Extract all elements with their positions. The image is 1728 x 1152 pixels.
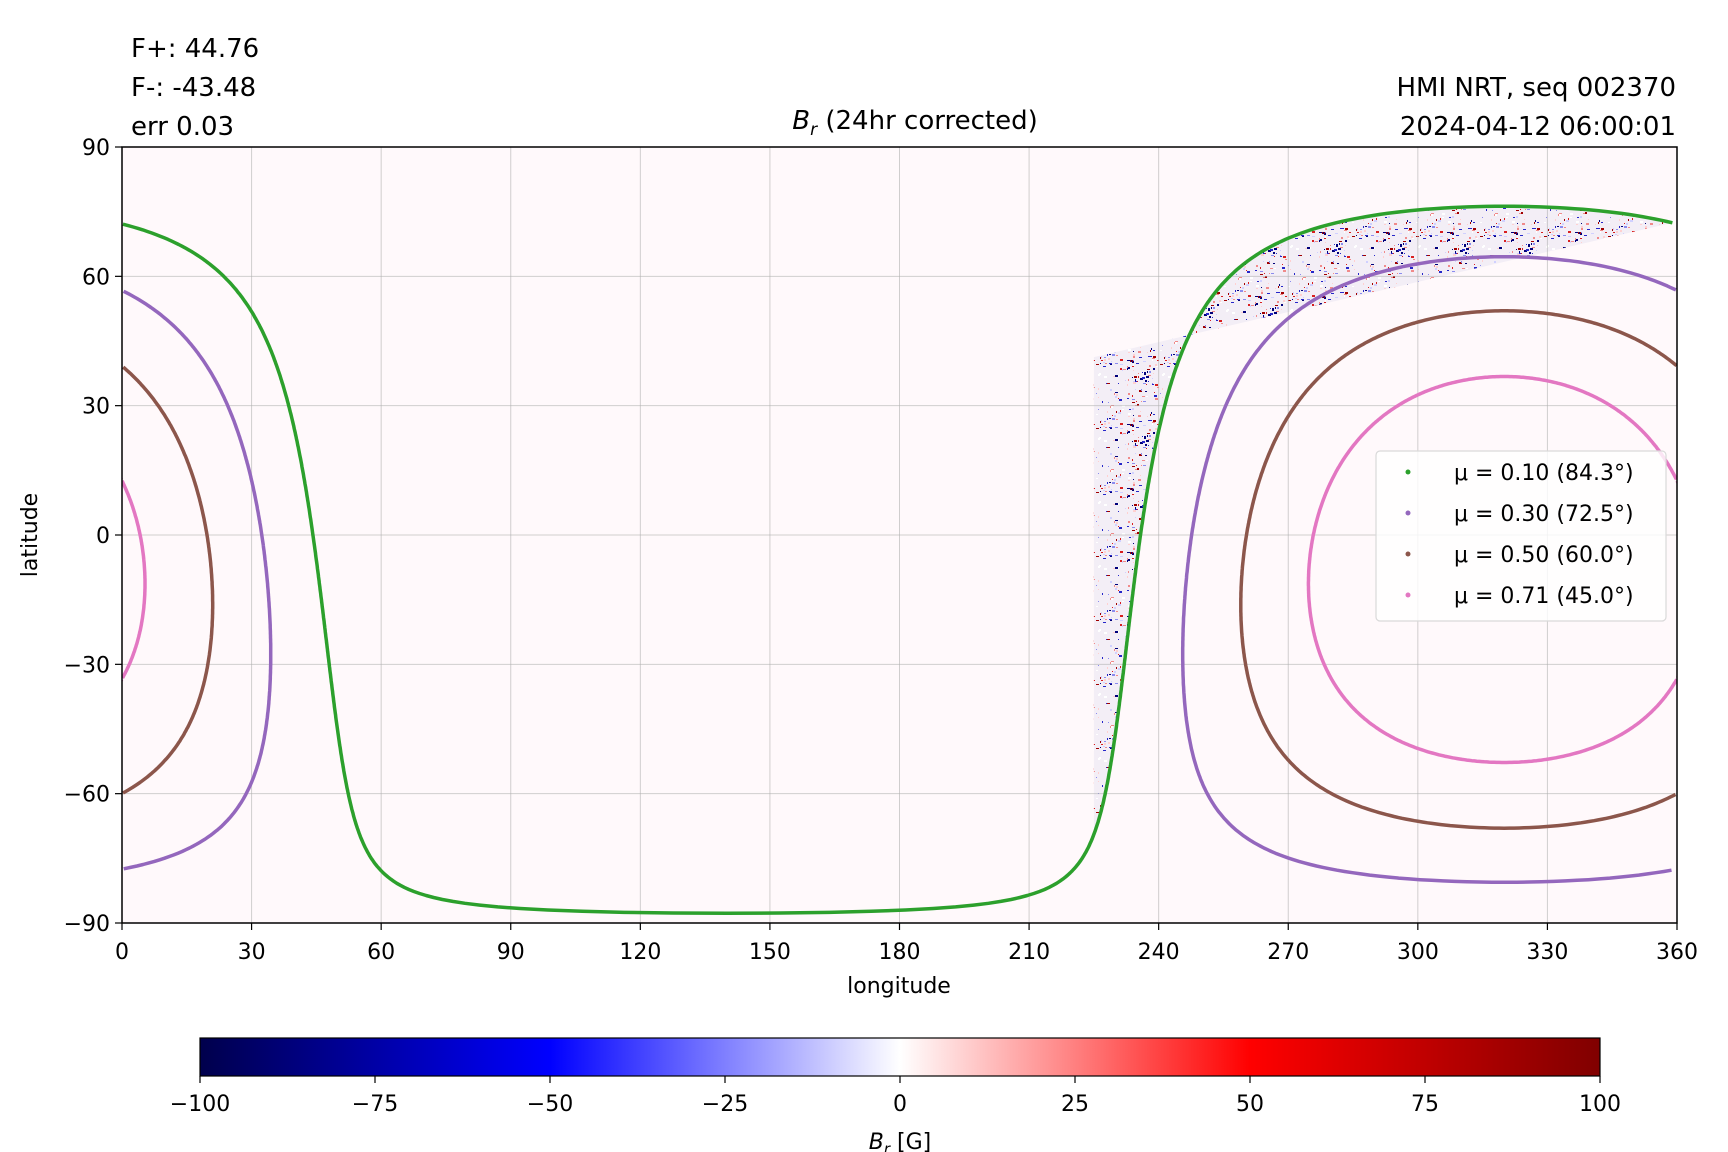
legend-marker bbox=[1405, 551, 1411, 557]
x-axis-label: longitude bbox=[847, 974, 951, 999]
x-axis-ticks: 0 30 60 90 120 150 180 210 240 270 300 330 360 bbox=[115, 923, 1698, 965]
colorbar-tick-label: −25 bbox=[702, 1092, 748, 1117]
x-tick-label: 360 bbox=[1656, 940, 1698, 965]
legend-marker bbox=[1405, 510, 1411, 516]
mu-contours bbox=[122, 204, 1728, 916]
x-tick-label: 270 bbox=[1267, 940, 1309, 965]
mu-contour-line bbox=[1675, 480, 1677, 678]
colorbar-tick-label: −50 bbox=[527, 1092, 573, 1117]
title-rest: (24hr corrected) bbox=[825, 106, 1037, 136]
x-tick-label: 150 bbox=[749, 940, 791, 965]
x-tick-label: 60 bbox=[367, 940, 395, 965]
x-tick-label: 180 bbox=[879, 940, 921, 965]
flux-negative: F-: -43.48 bbox=[131, 73, 256, 103]
y-axis-ticks: −90 −60 −30 0 30 60 90 bbox=[64, 136, 122, 937]
colorbar-tick-label: 50 bbox=[1236, 1092, 1264, 1117]
colorbar-label-subscript: r bbox=[884, 1140, 891, 1152]
legend-entry: μ = 0.30 (72.5°) bbox=[1454, 502, 1634, 527]
title-text bbox=[817, 106, 825, 136]
timestamp-label: 2024-04-12 06:00:01 bbox=[1400, 112, 1676, 142]
chart-title: Br (24hr corrected) bbox=[792, 106, 1037, 140]
y-tick-label: 30 bbox=[82, 395, 110, 420]
legend-box bbox=[1375, 450, 1667, 622]
legend-entry: μ = 0.71 (45.0°) bbox=[1454, 584, 1634, 609]
colorbar-label-space bbox=[890, 1130, 897, 1152]
mu-contour-line bbox=[1678, 206, 1728, 913]
mu-contour-line bbox=[122, 374, 1677, 765]
x-tick-label: 240 bbox=[1138, 940, 1180, 965]
x-tick-label: 300 bbox=[1397, 940, 1439, 965]
x-tick-label: 120 bbox=[619, 940, 661, 965]
colorbar-tick-label: 25 bbox=[1061, 1092, 1089, 1117]
y-tick-label: −60 bbox=[64, 783, 110, 808]
mu-contour-line bbox=[1679, 257, 1728, 882]
mu-contour-line bbox=[122, 204, 1673, 916]
y-axis-label: latitude bbox=[18, 493, 43, 577]
title-subscript: r bbox=[810, 120, 818, 140]
x-tick-label: 90 bbox=[497, 940, 525, 965]
colorbar: −100 −75 −50 −25 0 25 50 75 100 Br [G] bbox=[170, 1037, 1621, 1152]
title-symbol: B bbox=[792, 106, 810, 136]
legend: μ = 0.10 (84.3°) μ = 0.30 (72.5°) μ = 0.50… bbox=[1375, 450, 1667, 622]
mu-contour-line bbox=[1678, 311, 1728, 828]
x-tick-label: 210 bbox=[1008, 940, 1050, 965]
legend-marker bbox=[1405, 592, 1411, 598]
x-tick-label: 30 bbox=[238, 940, 266, 965]
legend-entry: μ = 0.50 (60.0°) bbox=[1454, 543, 1634, 568]
colorbar-tick-label: 0 bbox=[893, 1092, 907, 1117]
source-label: HMI NRT, seq 002370 bbox=[1396, 73, 1676, 103]
y-tick-label: −90 bbox=[64, 912, 110, 937]
x-tick-label: 330 bbox=[1526, 940, 1568, 965]
legend-entry: μ = 0.10 (84.3°) bbox=[1454, 461, 1634, 486]
colorbar-gradient bbox=[199, 1037, 1601, 1077]
error-value: err 0.03 bbox=[131, 112, 234, 142]
x-tick-label: 0 bbox=[115, 940, 129, 965]
mu-contour-line bbox=[122, 255, 1677, 884]
legend-marker bbox=[1405, 469, 1411, 475]
plot-area: 0 30 60 90 120 150 180 210 240 270 300 330 360 −90−6… bbox=[64, 136, 1728, 965]
mu-contour-line bbox=[122, 309, 1677, 830]
colorbar-tick-label: 100 bbox=[1579, 1092, 1621, 1117]
colorbar-label: Br [G] bbox=[869, 1130, 931, 1152]
y-tick-label: 60 bbox=[82, 265, 110, 290]
y-tick-label: 90 bbox=[82, 136, 110, 161]
colorbar-label-symbol: B bbox=[869, 1130, 884, 1152]
colorbar-label-unit: [G] bbox=[897, 1130, 931, 1152]
colorbar-tick-label: 75 bbox=[1411, 1092, 1439, 1117]
y-tick-label: −30 bbox=[64, 653, 110, 678]
colorbar-tick-label: −100 bbox=[170, 1092, 230, 1117]
colorbar-ticks: −100 −75 −50 −25 0 25 50 75 100 bbox=[170, 1076, 1621, 1117]
y-tick-label: 0 bbox=[96, 524, 110, 549]
flux-positive: F+: 44.76 bbox=[131, 34, 259, 64]
colorbar-tick-label: −75 bbox=[352, 1092, 398, 1117]
